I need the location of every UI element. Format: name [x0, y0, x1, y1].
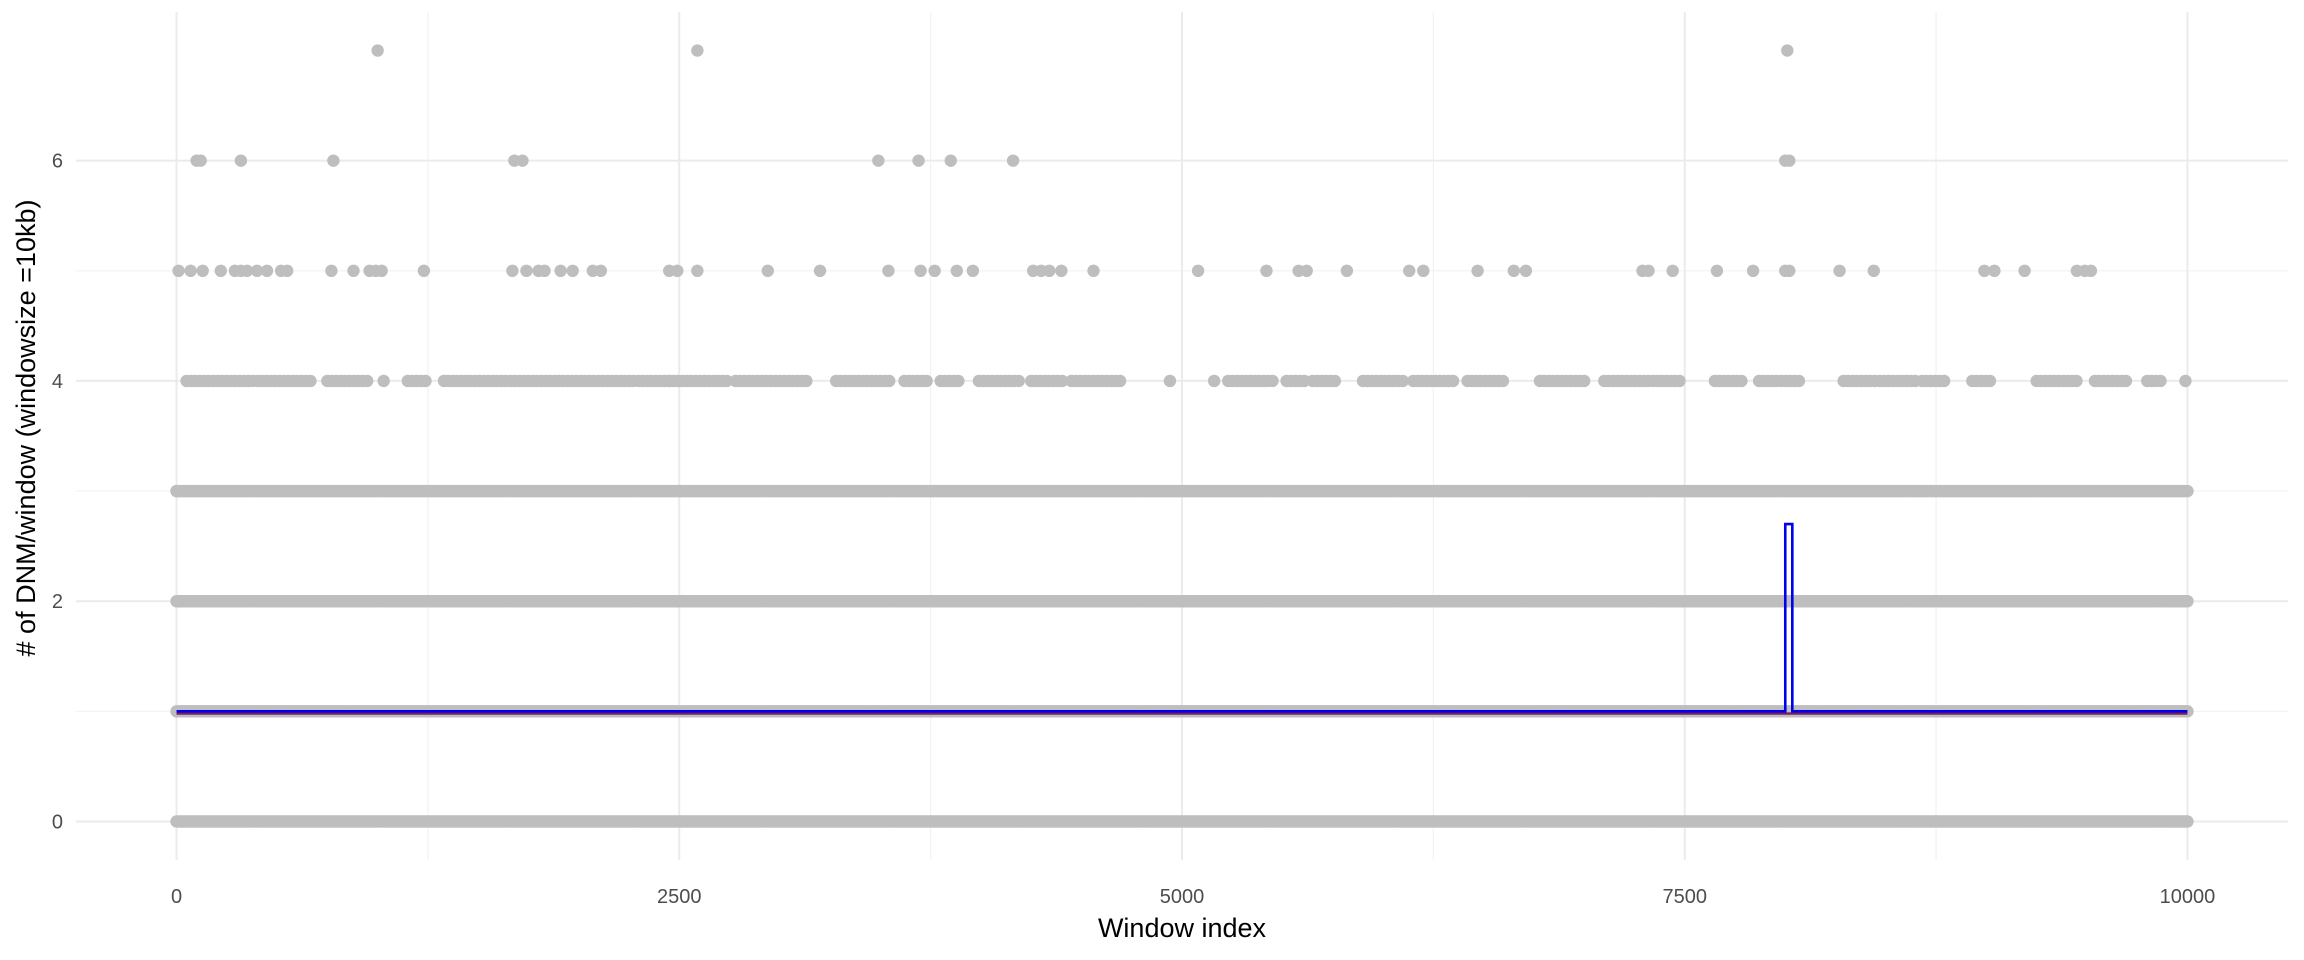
- major-gridlines: [76, 12, 2288, 860]
- data-point: [2181, 815, 2194, 828]
- data-point: [2181, 594, 2194, 608]
